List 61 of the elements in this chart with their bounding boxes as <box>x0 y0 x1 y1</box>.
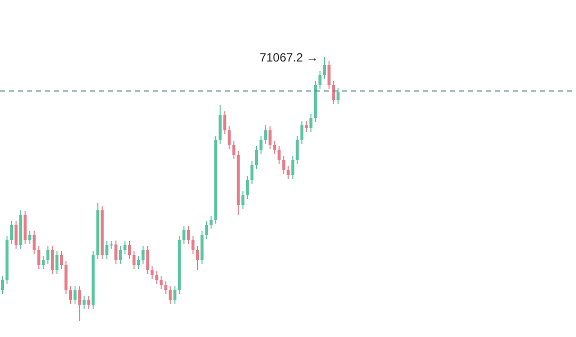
candlestick <box>336 88 340 104</box>
candlestick <box>291 156 294 180</box>
candlestick <box>273 140 276 154</box>
candlestick <box>78 286 82 321</box>
candlestick <box>260 135 263 154</box>
candlestick <box>278 145 281 164</box>
candlestick <box>37 246 40 270</box>
candlestick <box>55 250 58 275</box>
candlestick <box>286 166 290 180</box>
candlestick <box>60 250 63 270</box>
candlestick <box>10 220 14 244</box>
candlestick <box>296 135 299 164</box>
candlestick <box>264 124 268 144</box>
candlestick <box>28 230 32 244</box>
candlestick <box>186 225 190 244</box>
candlestick <box>328 60 331 90</box>
candlestick <box>268 126 272 150</box>
candlestick <box>1 276 4 295</box>
candlestick <box>32 230 36 254</box>
candlestick <box>191 235 194 254</box>
candlestick <box>309 114 312 132</box>
candlestick <box>155 270 158 285</box>
candlestick <box>74 286 77 304</box>
candlestick <box>150 266 154 280</box>
candlestick <box>250 160 254 184</box>
candlestick <box>182 225 186 244</box>
candlestick <box>210 215 213 230</box>
candlestick <box>118 246 122 264</box>
annotation: 71067.2 → <box>260 50 318 64</box>
candlestick <box>223 110 226 135</box>
candlestick <box>142 246 145 264</box>
candlestick <box>14 220 18 250</box>
candlestick <box>232 140 236 160</box>
candlestick <box>132 250 136 270</box>
candlestick <box>332 80 336 104</box>
candlestick <box>128 240 131 260</box>
candlestick <box>46 246 50 264</box>
candlestick <box>228 126 231 150</box>
candlestick <box>196 246 200 271</box>
candlestick <box>123 240 126 254</box>
candlestick <box>42 256 45 270</box>
candlestick <box>82 295 86 310</box>
candlestick <box>69 286 72 304</box>
candlestick <box>137 256 140 270</box>
candlestick <box>323 57 326 80</box>
candlestick <box>87 295 90 310</box>
candlestick <box>50 246 54 275</box>
candlestick <box>205 220 208 240</box>
candlestick <box>168 286 172 304</box>
candlestick <box>114 240 118 264</box>
candlestick <box>246 176 249 200</box>
candlestick <box>318 70 322 90</box>
candlestick <box>304 120 308 132</box>
candlestick <box>254 145 258 170</box>
candlestick <box>282 156 286 174</box>
candlestick <box>241 190 244 210</box>
candlestick <box>173 286 176 304</box>
candlestick <box>146 246 150 275</box>
candlestick <box>160 276 163 290</box>
candlestick <box>164 280 168 295</box>
candlestick <box>300 120 304 144</box>
